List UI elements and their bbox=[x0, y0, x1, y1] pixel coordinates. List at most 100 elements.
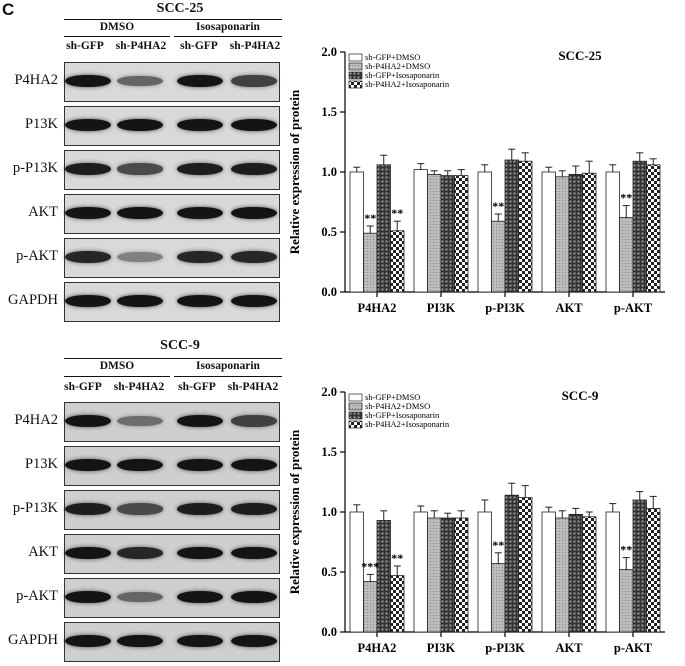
blot-row-label: P4HA2 bbox=[14, 72, 58, 88]
bar bbox=[555, 176, 570, 293]
bar bbox=[582, 172, 597, 293]
protein-band bbox=[177, 591, 223, 603]
bar bbox=[413, 169, 428, 293]
protein-band bbox=[65, 635, 111, 647]
significance-marker: ** bbox=[620, 191, 632, 205]
bar bbox=[541, 171, 556, 293]
x-tick-label: P4HA2 bbox=[358, 641, 397, 655]
blot-row-label: AKT bbox=[28, 544, 58, 560]
x-tick-label: p-AKT bbox=[614, 301, 653, 315]
blot-row-label: P13K bbox=[24, 116, 58, 132]
protein-band bbox=[177, 75, 223, 87]
bar bbox=[504, 159, 519, 293]
protein-band bbox=[177, 635, 223, 647]
group-label-dmso: DMSO bbox=[99, 360, 135, 372]
bar-chart-scc9: SCC-9 0.0 0.5 1.0 1.5 2.0 Relative expression … bbox=[287, 385, 665, 655]
chart-title: SCC-9 bbox=[562, 388, 599, 403]
protein-band bbox=[65, 75, 111, 87]
chart-title: SCC-25 bbox=[558, 48, 602, 63]
bar bbox=[376, 519, 391, 633]
bar bbox=[440, 517, 455, 633]
protein-band bbox=[231, 459, 277, 471]
group-label-isosaponarin: Isosaponarin bbox=[196, 360, 260, 372]
bar bbox=[619, 217, 634, 293]
protein-band bbox=[177, 295, 223, 307]
lane-label: sh-P4HA2 bbox=[229, 40, 281, 52]
y-tick-label: 0.0 bbox=[321, 625, 337, 639]
bar bbox=[504, 494, 519, 633]
legend-entry: sh-GFP+Isosaponarin bbox=[365, 410, 440, 420]
protein-band bbox=[177, 459, 223, 471]
significance-marker: *** bbox=[361, 559, 379, 573]
protein-band bbox=[177, 119, 223, 131]
blot-row-label: AKT bbox=[28, 204, 58, 220]
blot-row-label: GAPDH bbox=[8, 292, 58, 308]
protein-band bbox=[65, 207, 111, 219]
legend-swatch bbox=[348, 62, 363, 71]
protein-band bbox=[117, 251, 163, 263]
legend-entry: sh-P4HA2+Isosaponarin bbox=[365, 419, 450, 429]
blot-title: SCC-25 bbox=[156, 1, 204, 16]
x-tick-label: AKT bbox=[555, 301, 583, 315]
bar bbox=[646, 164, 661, 293]
protein-band bbox=[65, 163, 111, 175]
bar bbox=[646, 507, 661, 633]
protein-band bbox=[65, 547, 111, 559]
bar bbox=[605, 171, 620, 293]
protein-band bbox=[117, 503, 163, 515]
bar bbox=[541, 511, 556, 633]
protein-band bbox=[117, 591, 163, 603]
lane-label: sh-P4HA2 bbox=[115, 40, 167, 52]
y-axis-label: Relative expression of protein bbox=[287, 429, 302, 594]
protein-band bbox=[65, 591, 111, 603]
legend-swatch bbox=[348, 411, 363, 420]
bar bbox=[518, 160, 533, 293]
bar bbox=[518, 497, 533, 633]
bar bbox=[454, 175, 469, 293]
group-rule-dmso bbox=[64, 376, 170, 377]
significance-marker: ** bbox=[364, 211, 376, 225]
protein-band bbox=[117, 75, 163, 87]
legend-swatch bbox=[348, 71, 363, 80]
lane-label: sh-P4HA2 bbox=[113, 381, 165, 393]
y-tick-label: 1.5 bbox=[321, 445, 337, 459]
lane-label: sh-GFP bbox=[66, 40, 104, 52]
protein-band bbox=[177, 547, 223, 559]
significance-marker: ** bbox=[391, 206, 403, 220]
protein-band bbox=[117, 119, 163, 131]
significance-marker: ** bbox=[391, 551, 403, 565]
legend-swatch bbox=[348, 393, 363, 402]
protein-band bbox=[117, 459, 163, 471]
protein-band bbox=[231, 635, 277, 647]
bar bbox=[491, 220, 506, 293]
lane-label: sh-GFP bbox=[64, 381, 102, 393]
legend-entry: sh-P4HA2+Isosaponarin bbox=[365, 79, 450, 89]
protein-band bbox=[117, 547, 163, 559]
protein-band bbox=[177, 251, 223, 263]
title-rule bbox=[64, 358, 282, 359]
group-label-isosaponarin: Isosaponarin bbox=[196, 21, 260, 33]
protein-band bbox=[117, 295, 163, 307]
blot-title: SCC-9 bbox=[160, 338, 200, 353]
bar bbox=[454, 517, 469, 633]
x-tick-label: p-PI3K bbox=[485, 641, 525, 655]
legend-swatch bbox=[348, 402, 363, 411]
group-label-dmso: DMSO bbox=[99, 21, 135, 33]
protein-band bbox=[231, 207, 277, 219]
x-tick-label: AKT bbox=[555, 641, 583, 655]
y-tick-label: 2.0 bbox=[321, 385, 337, 399]
bar bbox=[390, 230, 405, 293]
protein-band bbox=[231, 295, 277, 307]
protein-band bbox=[65, 295, 111, 307]
bar bbox=[477, 511, 492, 633]
bar bbox=[568, 513, 583, 633]
blot-row-label: p-AKT bbox=[16, 248, 58, 264]
protein-band bbox=[177, 415, 223, 427]
bar-chart-scc25: SCC-25 0.0 0.5 1.0 1.5 2.0 Relative expression… bbox=[287, 45, 665, 315]
x-tick-label: PI3K bbox=[427, 641, 456, 655]
y-tick-label: 0.0 bbox=[321, 285, 337, 299]
significance-marker: ** bbox=[620, 543, 632, 557]
protein-band bbox=[231, 251, 277, 263]
y-tick-label: 2.0 bbox=[321, 45, 337, 59]
y-tick-label: 1.0 bbox=[321, 505, 337, 519]
